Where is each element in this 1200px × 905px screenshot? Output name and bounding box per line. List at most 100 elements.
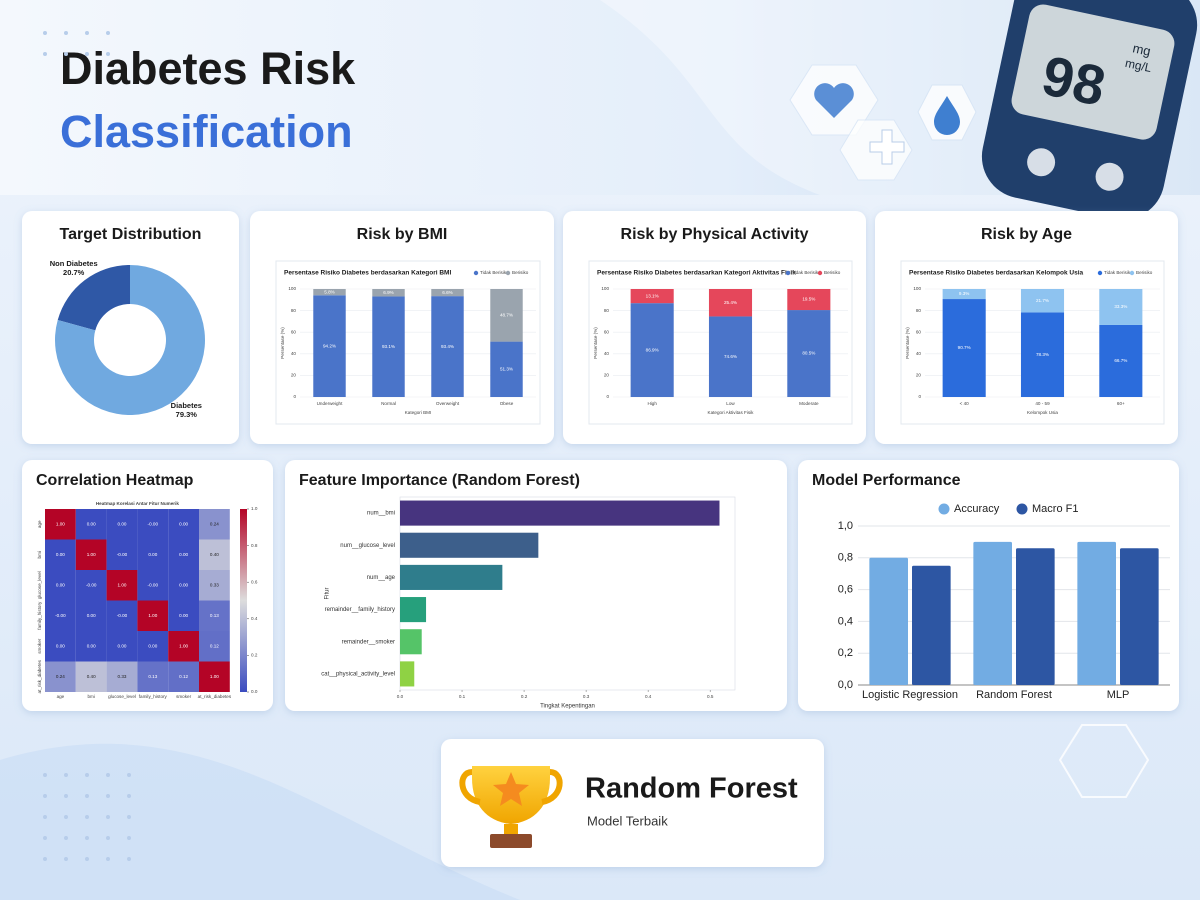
bar-segment	[431, 289, 464, 297]
cell-label: -0.00	[86, 582, 97, 587]
heatmap-cell	[106, 661, 138, 692]
dot	[106, 31, 110, 35]
x-tick-label: 0.3	[583, 694, 590, 699]
x-tick-label: < 40	[960, 401, 970, 406]
panel-title: Correlation Heatmap	[36, 472, 194, 489]
meter-button	[1095, 162, 1124, 191]
dot	[85, 31, 89, 35]
dot	[127, 857, 131, 861]
bar-value-label: 90.7%	[958, 345, 971, 350]
trophy-handle	[459, 769, 481, 805]
cell-label: 0.12	[210, 643, 219, 648]
x-tick-label: High	[647, 401, 657, 406]
dot	[85, 773, 89, 777]
x-tick-label: at_risk_diabetes	[198, 694, 232, 699]
legend-label: Macro F1	[1032, 503, 1078, 515]
heatmap-cell	[168, 570, 199, 601]
x-tick-label: glucose_level	[108, 694, 136, 699]
trophy-base	[490, 834, 532, 848]
cell-label: 0.00	[179, 521, 188, 526]
pie-label: Diabetes	[171, 401, 202, 410]
dot	[106, 52, 110, 56]
bar-segment	[708, 316, 753, 397]
heatmap-cell	[137, 509, 169, 540]
dot	[64, 52, 68, 56]
y-tick-label: num__age	[367, 575, 396, 581]
bar-value-label: 51.3%	[500, 367, 513, 372]
heatmap-cell	[168, 631, 199, 662]
meter-button	[1027, 148, 1056, 177]
colorbar-tick-label: 0.4	[251, 616, 258, 621]
bar-segment	[630, 303, 674, 397]
panel-title: Risk by Physical Activity	[621, 226, 809, 243]
best-model-name: Random Forest	[585, 773, 798, 805]
cell-label: 0.13	[210, 613, 219, 618]
dot	[43, 815, 47, 819]
bar-value-label: 86.9%	[646, 347, 659, 352]
bar-value-label: 13.1%	[646, 293, 659, 298]
cell-label: 0.00	[118, 643, 127, 648]
heatmap-cell	[45, 509, 76, 540]
cell-label: 0.00	[87, 521, 96, 526]
dot	[106, 836, 110, 840]
heatmap-cell	[106, 570, 138, 601]
cell-label: -0.00	[117, 613, 128, 618]
y-tick-label: 0	[606, 394, 609, 399]
panel-title: Risk by BMI	[357, 226, 448, 243]
bar	[912, 565, 951, 685]
bar	[400, 597, 427, 623]
title-line-2: Classification	[60, 106, 353, 157]
dot	[106, 794, 110, 798]
bar	[400, 564, 503, 590]
y-tick-label: 0,0	[838, 679, 853, 691]
cell-label: 0.00	[56, 643, 65, 648]
pie-slice	[55, 265, 206, 415]
bar-segment	[942, 299, 986, 397]
bar-segment	[372, 289, 405, 297]
x-tick-label: 0.5	[707, 694, 714, 699]
y-tick-label: at_risk_diabetes	[37, 659, 42, 693]
y-tick-label: 80	[916, 308, 922, 313]
x-tick-label: Random Forest	[976, 689, 1052, 701]
y-tick-label: 20	[604, 373, 610, 378]
y-tick-label: 100	[913, 286, 921, 291]
y-axis-label: Persentase (%)	[593, 327, 598, 359]
cell-label: -0.00	[55, 613, 66, 618]
x-tick-label: Moderate	[799, 401, 819, 406]
bar-segment	[1020, 312, 1065, 397]
legend-swatch	[505, 270, 511, 276]
cell-label: 0.40	[87, 674, 96, 679]
y-tick-label: cat__physical_activity_level	[321, 671, 395, 677]
y-tick-label: 0	[918, 394, 921, 399]
trophy-star	[493, 772, 529, 806]
dot	[43, 52, 47, 56]
heatmap-cell	[45, 600, 76, 631]
bar-value-label: 93.4%	[441, 344, 454, 349]
y-axis-label: Persentase (%)	[280, 327, 285, 359]
dot	[85, 857, 89, 861]
heatmap-cell	[199, 509, 230, 540]
heatmap-cell	[75, 539, 107, 570]
x-axis-label: Kelompok Usia	[1027, 410, 1058, 415]
pie-value-label: 20.7%	[63, 268, 85, 277]
dot	[85, 794, 89, 798]
dot	[64, 773, 68, 777]
bar-segment	[490, 341, 523, 397]
trophy-stem	[504, 824, 518, 834]
dot	[64, 836, 68, 840]
y-tick-label: 0,6	[838, 584, 853, 596]
bar-value-label: 5.8%	[324, 289, 334, 294]
bar-value-label: 6.6%	[442, 290, 452, 295]
dot	[85, 815, 89, 819]
y-tick-label: 0,2	[838, 647, 853, 659]
legend-label: Berisiko	[1136, 270, 1153, 275]
bar-segment	[942, 289, 986, 300]
cell-label: 1.00	[87, 552, 96, 557]
x-tick-label: Obese	[500, 401, 514, 406]
colorbar-tick-label: 0.0	[251, 689, 258, 694]
dot	[43, 857, 47, 861]
colorbar	[240, 509, 247, 692]
meter-screen	[1011, 4, 1175, 140]
cell-label: -0.00	[117, 552, 128, 557]
y-tick-label: 0,8	[838, 552, 853, 564]
